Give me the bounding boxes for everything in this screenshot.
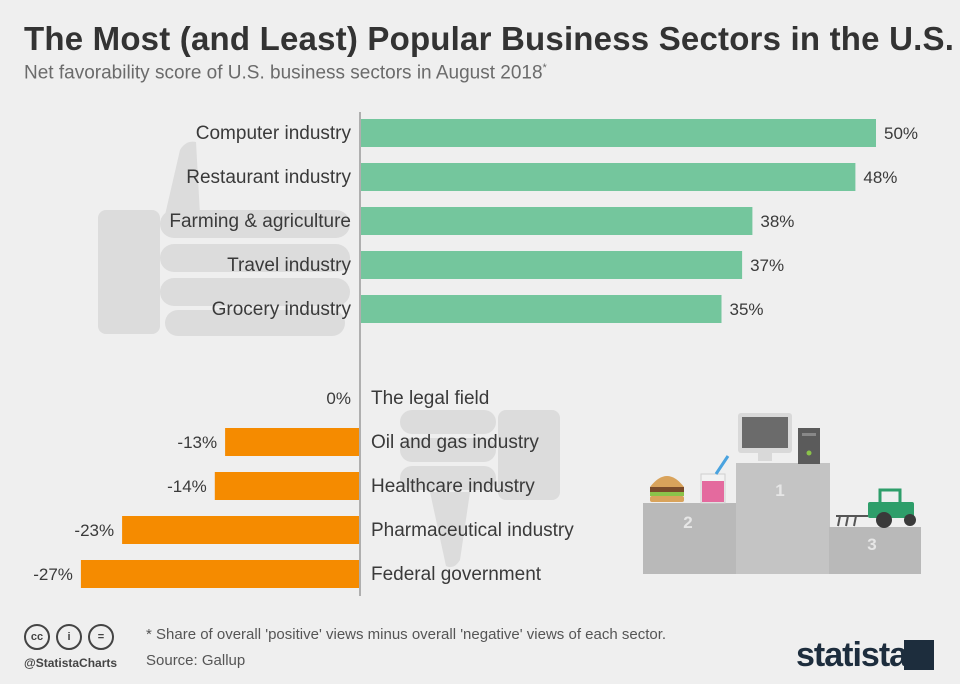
bar-positive-0	[361, 119, 876, 147]
value-label-negative-0: 0%	[326, 389, 351, 408]
bar-chart: 1 2 3	[33, 112, 921, 596]
podium-illustration: 1 2 3	[643, 413, 921, 574]
bars-layer: Computer industry 50% Restaurant industry 4…	[33, 119, 918, 588]
value-label-negative-2: -14%	[167, 477, 207, 496]
category-label-positive-1: Restaurant industry	[186, 167, 351, 188]
value-label-positive-3: 37%	[750, 256, 784, 275]
value-label-negative-3: -23%	[74, 521, 114, 540]
burger-icon	[650, 476, 684, 502]
category-label-negative-2: Healthcare industry	[371, 476, 535, 497]
podium-place-3: 3	[867, 535, 876, 554]
category-label-positive-3: Travel industry	[227, 255, 351, 276]
drink-icon	[700, 455, 730, 504]
category-label-positive-0: Computer industry	[196, 123, 352, 144]
value-label-negative-1: -13%	[177, 433, 217, 452]
category-label-negative-3: Pharmaceutical industry	[371, 520, 574, 541]
category-label-positive-2: Farming & agriculture	[169, 211, 351, 232]
value-label-positive-0: 50%	[884, 124, 918, 143]
podium-base-3	[829, 527, 921, 574]
thumbs-down-icon	[400, 410, 560, 568]
thumbs-up-icon	[98, 141, 350, 336]
bar-negative-2	[214, 472, 359, 500]
value-label-positive-1: 48%	[863, 168, 897, 187]
bar-positive-4	[361, 295, 722, 323]
podium-place-2: 2	[683, 513, 692, 532]
podium-base-1	[736, 463, 830, 574]
bar-positive-3	[361, 251, 743, 279]
attribution-icon: i	[56, 624, 82, 650]
bar-positive-1	[361, 163, 856, 191]
statista-logo[interactable]: statista	[796, 636, 908, 674]
statista-logo-mark-icon	[904, 640, 934, 670]
category-label-negative-0: The legal field	[371, 388, 489, 409]
podium-place-1: 1	[775, 481, 784, 500]
bar-negative-3	[122, 516, 359, 544]
value-label-negative-4: -27%	[33, 565, 73, 584]
bar-negative-4	[80, 560, 360, 588]
bar-positive-2	[361, 207, 753, 235]
bar-negative-1	[225, 428, 359, 456]
creative-commons-icon: cc	[24, 624, 50, 650]
podium-base-2	[643, 503, 737, 574]
category-label-positive-4: Grocery industry	[212, 299, 352, 320]
source-note: Source: Gallup	[146, 652, 246, 669]
chart-subtitle: Net favorability score of U.S. business …	[24, 62, 547, 84]
subtitle-text: Net favorability score of U.S. business …	[24, 62, 543, 84]
category-label-negative-4: Federal government	[371, 564, 542, 585]
value-label-positive-2: 38%	[760, 212, 794, 231]
computer-icon	[738, 413, 820, 464]
chart-title: The Most (and Least) Popular Business Se…	[24, 20, 955, 57]
tractor-icon	[836, 488, 916, 528]
statista-handle[interactable]: @StatistaCharts	[24, 656, 118, 670]
license-icons: cc i =	[24, 624, 114, 650]
footnote: * Share of overall 'positive' views minu…	[146, 626, 667, 643]
value-label-positive-4: 35%	[730, 300, 764, 319]
subtitle-footnote-mark: *	[542, 62, 547, 74]
no-derivatives-icon: =	[88, 624, 114, 650]
category-label-negative-1: Oil and gas industry	[371, 432, 539, 453]
